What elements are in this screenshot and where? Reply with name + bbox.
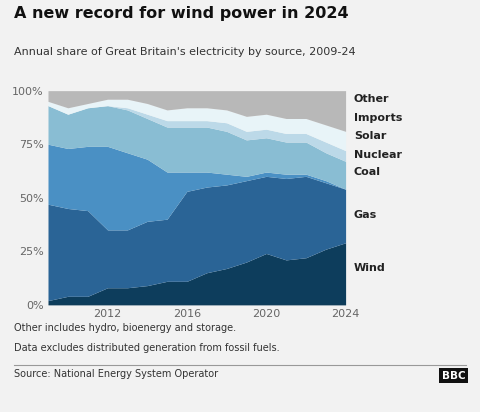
Text: Other: Other: [354, 94, 389, 104]
Text: Solar: Solar: [354, 131, 386, 140]
Text: Annual share of Great Britain's electricity by source, 2009-24: Annual share of Great Britain's electric…: [14, 47, 356, 57]
Text: A new record for wind power in 2024: A new record for wind power in 2024: [14, 6, 349, 21]
Text: Other includes hydro, bioenergy and storage.: Other includes hydro, bioenergy and stor…: [14, 323, 237, 333]
Text: Imports: Imports: [354, 113, 402, 124]
Text: Data excludes distributed generation from fossil fuels.: Data excludes distributed generation fro…: [14, 343, 280, 353]
Text: Wind: Wind: [354, 263, 386, 274]
Text: Source: National Energy System Operator: Source: National Energy System Operator: [14, 369, 218, 379]
Text: BBC: BBC: [442, 371, 466, 381]
Text: Nuclear: Nuclear: [354, 150, 402, 160]
Text: Gas: Gas: [354, 210, 377, 220]
Text: Coal: Coal: [354, 167, 381, 177]
